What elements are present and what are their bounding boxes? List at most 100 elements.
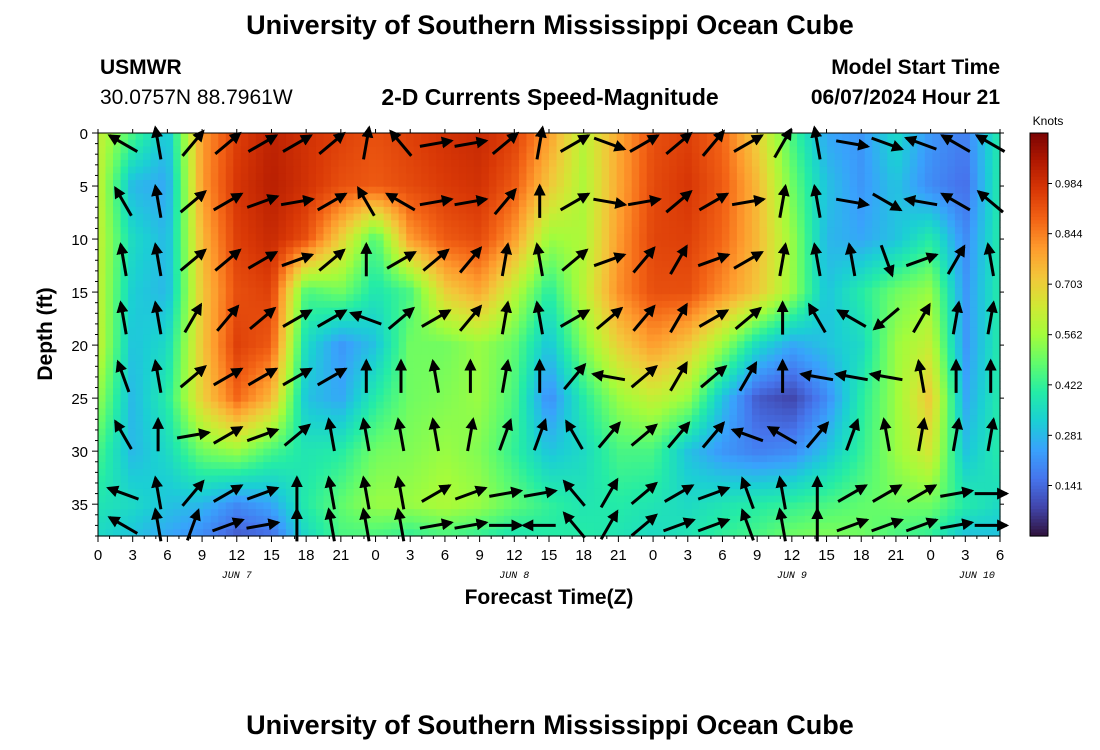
heatmap-cell [511,159,520,168]
heatmap-cell [158,368,167,376]
heatmap-cell [684,354,693,362]
heatmap-cell [391,280,400,289]
heatmap-cell [518,173,528,181]
heatmap-cell [150,394,159,403]
heatmap-cell [143,334,152,342]
heatmap-cell [165,374,174,383]
heatmap-cell [954,374,964,383]
heatmap-cell [984,341,994,349]
heatmap-cell [842,388,851,396]
heatmap-cell [218,388,227,396]
heatmap-cell [827,307,836,315]
heatmap-cell [406,180,415,188]
heatmap-cell [240,401,249,409]
heatmap-cell [188,300,197,309]
heatmap-cell [872,240,881,248]
heatmap-cell [947,240,956,248]
heatmap-cell [255,253,264,262]
heatmap-cell [150,227,159,235]
heatmap-cell [353,394,362,403]
heatmap-cell [278,401,287,409]
heatmap-cell [143,173,152,181]
heatmap-cell [511,247,520,255]
heatmap-cell [210,374,219,383]
heatmap-cell [924,388,933,396]
heatmap-cell [842,186,851,195]
heatmap-cell [812,341,821,349]
heatmap-cell [98,200,107,208]
heatmap-cell [714,173,723,181]
heatmap-cell [451,139,460,148]
heatmap-cell [263,159,272,168]
heatmap-cell [887,173,896,181]
heatmap-cell [406,220,415,228]
heatmap-cell [466,133,475,141]
heatmap-cell [488,206,497,215]
heatmap-cell [300,153,310,161]
heatmap-cell [150,280,159,289]
heatmap-cell [909,220,918,228]
heatmap-cell [526,233,535,242]
heatmap-cell [300,166,310,174]
heatmap-cell [924,334,933,342]
heatmap-cell [766,394,776,403]
heatmap-cell [684,153,693,161]
heatmap-cell [564,374,573,383]
heatmap-cell [699,274,708,282]
heatmap-cell [924,260,933,268]
heatmap-cell [879,294,888,302]
heatmap-cell [631,327,640,336]
heatmap-cell [721,361,730,369]
heatmap-cell [406,374,415,383]
heatmap-cell [759,206,768,215]
heatmap-cell [624,220,633,228]
heatmap-cell [699,287,708,295]
heatmap-cell [331,287,340,295]
heatmap-cell [857,294,866,302]
heatmap-cell [654,327,663,336]
heatmap-cell [158,327,167,336]
heatmap-cell [977,300,986,309]
heatmap-cell [353,368,362,376]
heatmap-cell [586,253,595,262]
heatmap-cell [406,300,415,309]
heatmap-cell [797,381,806,389]
heatmap-cell [496,401,505,409]
heatmap-cell [842,394,851,403]
heatmap-cell [496,240,505,248]
heatmap-cell [315,227,325,235]
heatmap-cell [150,253,159,262]
heatmap-cell [263,361,272,369]
heatmap-cell [225,274,234,282]
heatmap-cell [398,233,407,242]
heatmap-cell [766,361,776,369]
heatmap-cell [120,287,129,295]
heatmap-cell [391,253,400,262]
heatmap-cell [436,347,445,356]
heatmap-cell [331,146,340,154]
heatmap-cell [270,321,279,329]
heatmap-cell [699,341,708,349]
heatmap-cell [684,361,693,369]
heatmap-cell [308,280,317,289]
heatmap-cell [285,341,295,349]
heatmap-cell [729,253,738,262]
heatmap-cell [195,314,204,322]
heatmap-cell [135,300,144,309]
heatmap-cell [977,294,986,302]
heatmap-cell [120,253,129,262]
heatmap-cell [436,146,445,154]
heatmap-cell [624,341,633,349]
heatmap-cell [113,227,122,235]
heatmap-cell [293,300,302,309]
heatmap-cell [797,166,806,174]
heatmap-cell [143,139,152,148]
heatmap-cell [624,394,633,403]
heatmap-cell [872,327,881,336]
heatmap-cell [661,186,670,195]
heatmap-cell [218,139,227,148]
heatmap-cell [639,173,648,181]
heatmap-cell [376,200,385,208]
heatmap-cell [353,159,362,168]
heatmap-cell [203,327,212,336]
